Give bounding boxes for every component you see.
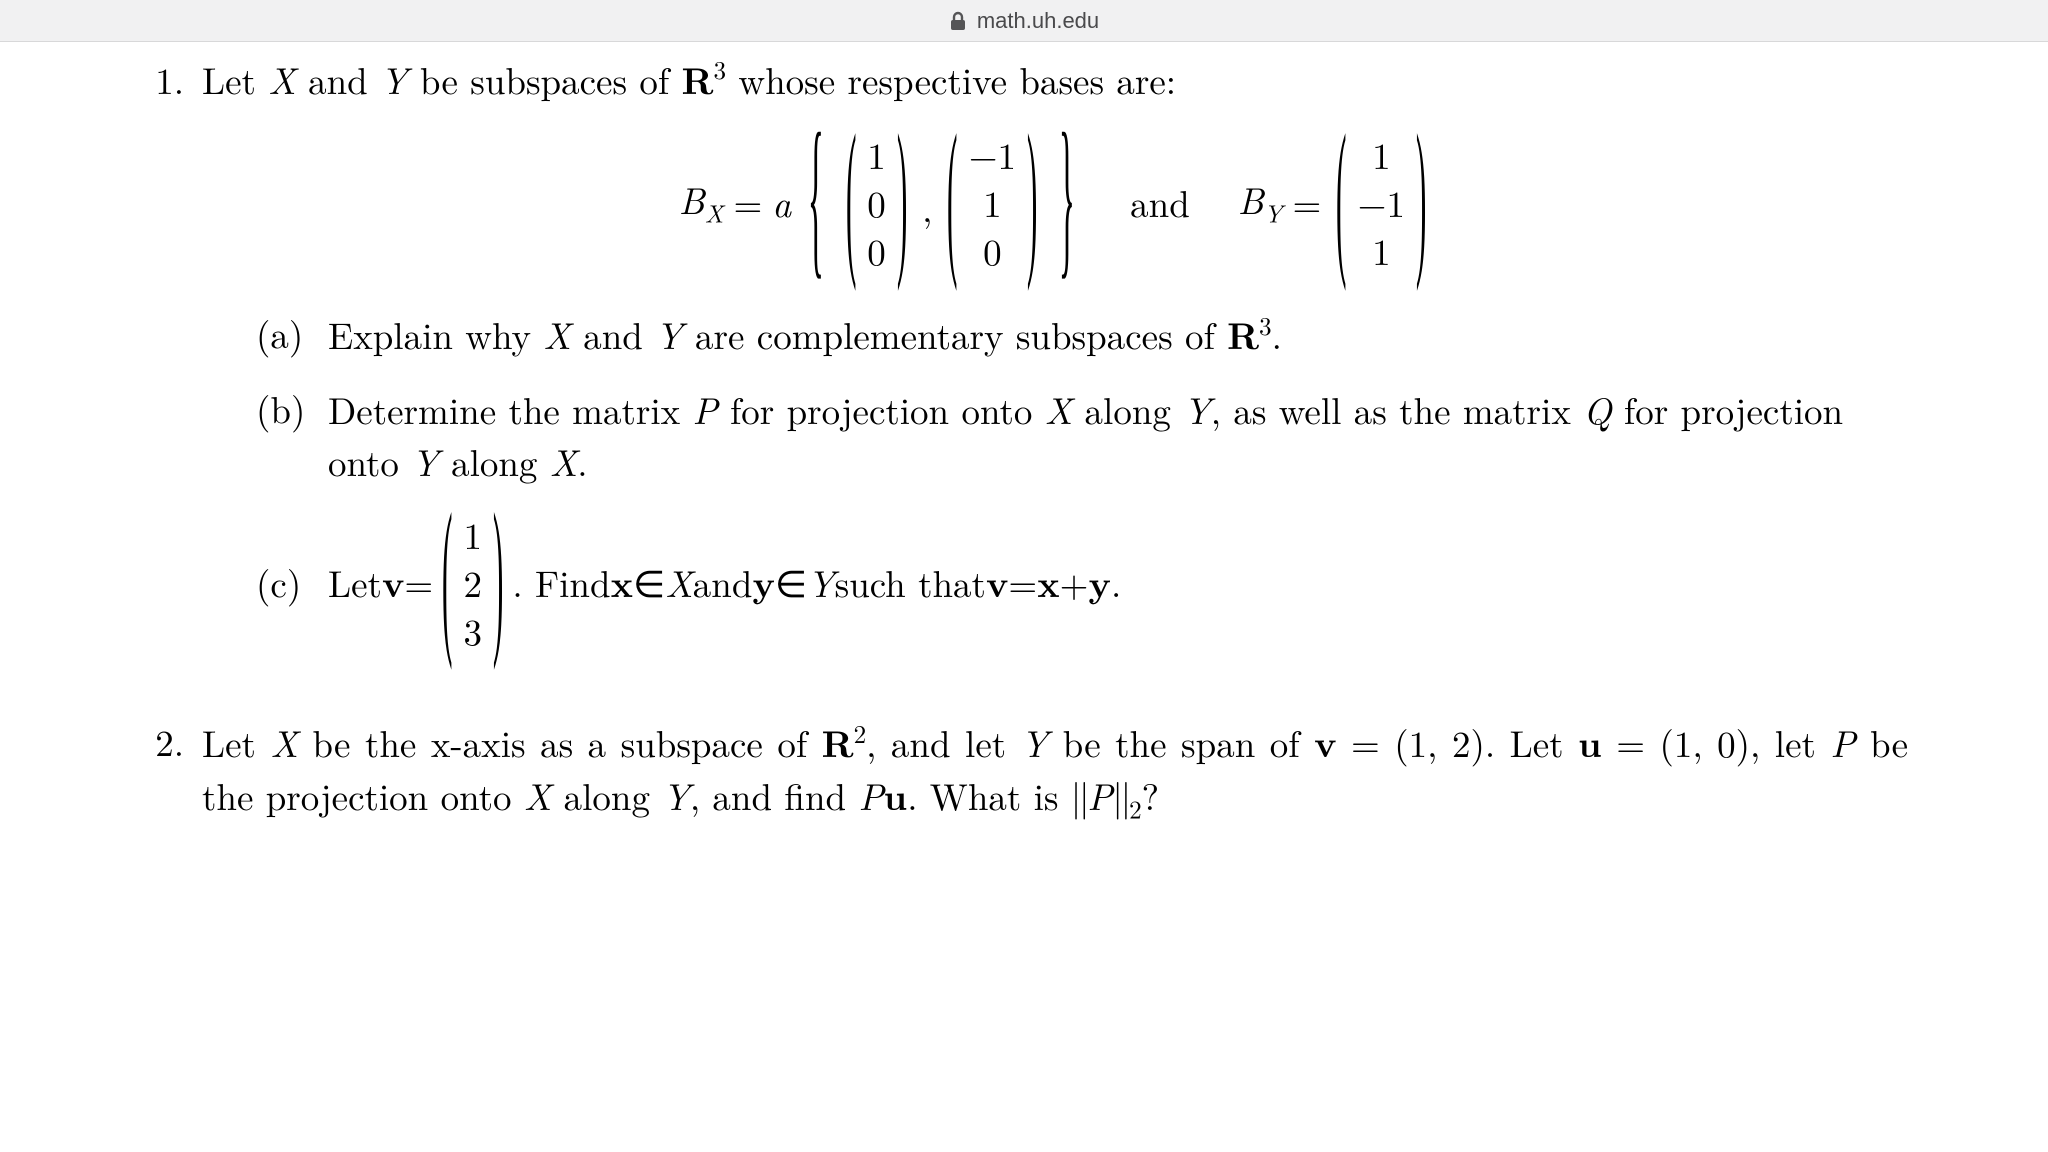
problem-1-display-equation: BX = a { ( 100 ) , ( −110 ) } [202, 130, 1908, 274]
browser-address-bar[interactable]: math.uh.edu [0, 0, 2048, 42]
document-content: 1. Let X and Y be subspaces of R3 whose … [0, 42, 2048, 827]
column-vector: ( 123 ) [437, 510, 508, 654]
problem-1: 1. Let X and Y be subspaces of R3 whose … [140, 54, 1908, 676]
column-vector: ( 1−11 ) [1331, 130, 1431, 274]
problem-1-number: 1. [140, 54, 202, 676]
problem-2: 2. Let X be the x-axis as a subspace of … [140, 716, 1908, 827]
right-brace-icon: } [1054, 82, 1081, 322]
problem-1c: (c) Let v = ( 123 ) . Find x ∈ [256, 510, 1908, 654]
column-vector: ( 100 ) [841, 130, 912, 274]
browser-url-text: math.uh.edu [977, 8, 1099, 34]
problem-1a: (a) Explain why X and Y are complementar… [256, 308, 1908, 361]
left-brace-icon: { [803, 82, 830, 322]
column-vector: ( −110 ) [942, 130, 1042, 274]
lock-icon [949, 11, 967, 31]
problem-2-number: 2. [140, 716, 202, 827]
